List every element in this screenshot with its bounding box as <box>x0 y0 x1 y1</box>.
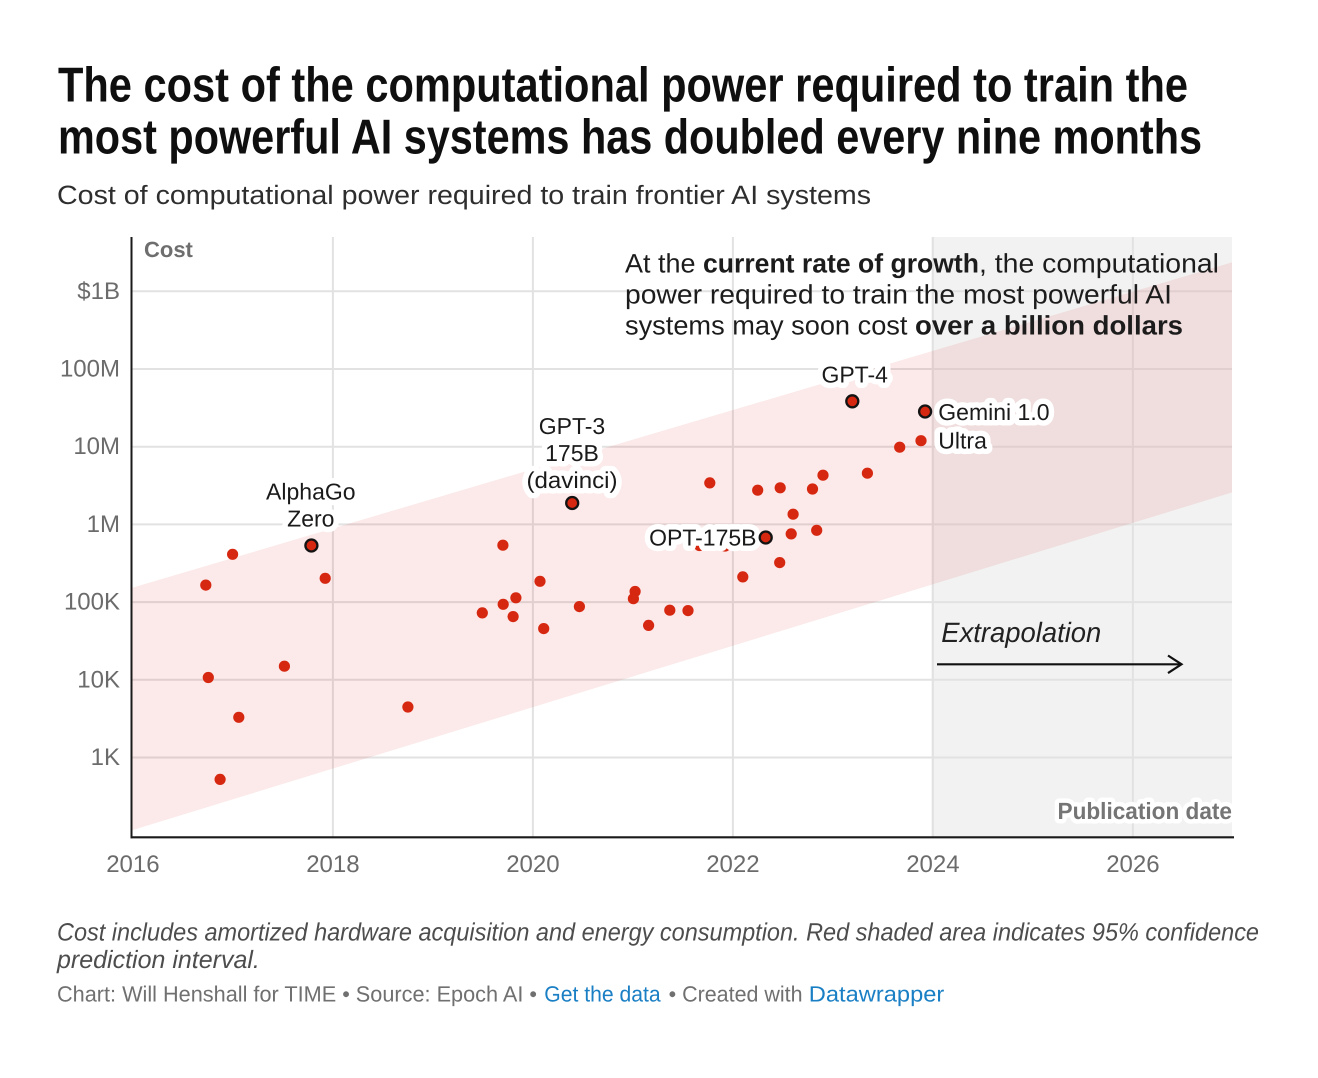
svg-text:Zero: Zero <box>287 506 334 532</box>
svg-text:2022: 2022 <box>706 851 759 878</box>
svg-text:$1B: $1B <box>77 278 120 305</box>
svg-text:AlphaGo: AlphaGo <box>266 479 356 505</box>
svg-text:Cost: Cost <box>144 237 194 262</box>
svg-text:100M: 100M <box>60 356 120 383</box>
svg-text:Get the data: Get the data <box>544 982 661 1007</box>
svg-text:(davinci): (davinci) <box>527 467 618 493</box>
svg-text:2026: 2026 <box>1106 851 1159 878</box>
svg-text:Cost includes amortized hardwa: Cost includes amortized hardware acquisi… <box>57 918 1259 946</box>
svg-text:GPT-3: GPT-3 <box>539 413 605 439</box>
svg-text:At the current rate of growth,: At the current rate of growth, the compu… <box>625 248 1219 278</box>
svg-text:systems may soon cost over a b: systems may soon cost over a billion dol… <box>625 310 1183 340</box>
svg-text:prediction interval.: prediction interval. <box>56 946 260 974</box>
svg-text:2024: 2024 <box>906 851 959 878</box>
svg-text:1K: 1K <box>91 744 120 771</box>
svg-text:GPT-4: GPT-4 <box>821 362 888 388</box>
svg-text:most powerful AI systems has d: most powerful AI systems has doubled eve… <box>58 110 1202 164</box>
svg-text:power required to train the mo: power required to train the most powerfu… <box>625 280 1172 310</box>
svg-text:1M: 1M <box>87 511 120 538</box>
svg-text:10M: 10M <box>73 433 120 460</box>
svg-text:Extrapolation: Extrapolation <box>941 617 1101 648</box>
svg-text:2018: 2018 <box>306 851 359 878</box>
svg-text:10K: 10K <box>77 666 120 693</box>
svg-text:175B: 175B <box>545 440 599 466</box>
svg-text:• Created with: • Created with <box>669 982 803 1007</box>
svg-text:OPT-175B: OPT-175B <box>649 524 756 550</box>
svg-text:2020: 2020 <box>506 851 559 878</box>
svg-text:Datawrapper: Datawrapper <box>809 982 945 1007</box>
svg-text:Gemini 1.0: Gemini 1.0 <box>938 399 1049 425</box>
svg-text:2016: 2016 <box>106 851 159 878</box>
svg-text:The cost of the computational: The cost of the computational power requ… <box>58 58 1188 112</box>
svg-text:Chart: Will Henshall for TIME: Chart: Will Henshall for TIME • Source: … <box>57 982 537 1007</box>
svg-text:Publication date: Publication date <box>1058 798 1233 824</box>
svg-text:Ultra: Ultra <box>938 428 987 454</box>
svg-text:Cost of computational power re: Cost of computational power required to … <box>57 180 871 210</box>
svg-text:100K: 100K <box>64 589 120 616</box>
